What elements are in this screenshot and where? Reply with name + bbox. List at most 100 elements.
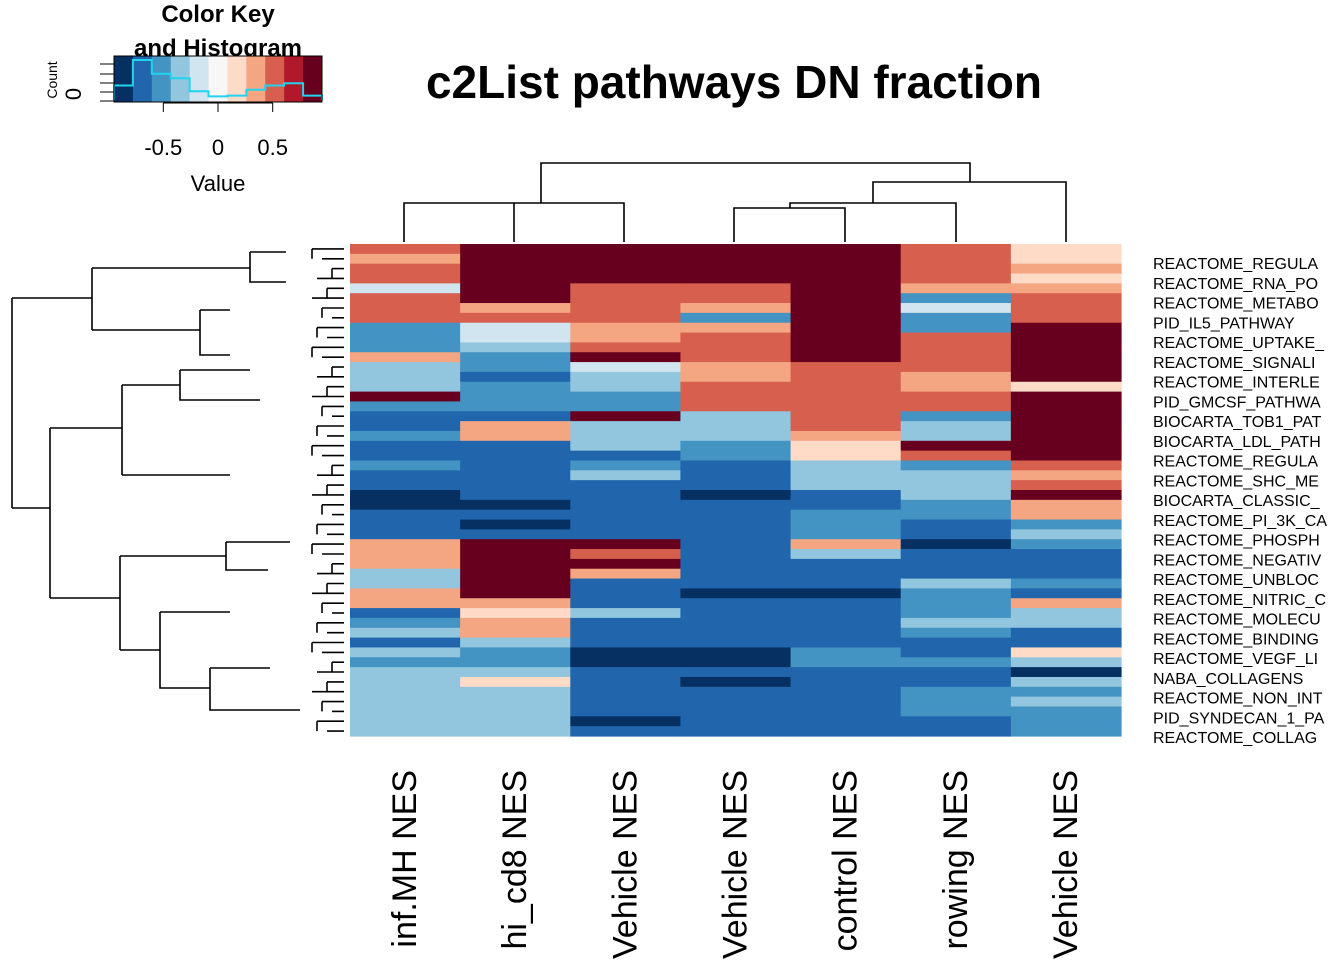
heatmap-cell <box>790 608 902 619</box>
heatmap-cell <box>350 588 461 599</box>
heatmap-cell <box>680 539 792 550</box>
row-label: PID_SYNDECAN_1_PA <box>1153 710 1325 727</box>
heatmap-cell <box>350 352 461 363</box>
heatmap-cell <box>350 499 461 511</box>
heatmap-cell <box>570 352 682 363</box>
heatmap-cell <box>460 371 571 383</box>
heatmap-cell <box>680 627 792 639</box>
heatmap-cell <box>350 401 461 412</box>
heatmap-cell <box>1010 460 1122 471</box>
heatmap-cell <box>570 401 682 412</box>
heatmap-cell <box>1010 588 1122 599</box>
heatmap-cell <box>900 529 1012 540</box>
heatmap-cell <box>680 253 792 265</box>
heatmap-cell <box>1010 519 1122 530</box>
heatmap-cell <box>1010 244 1122 255</box>
heatmap-cell <box>1010 362 1122 373</box>
row-label: PID_GMCSF_PATHWA <box>1153 394 1321 411</box>
heatmap-cell <box>570 657 682 668</box>
heatmap-cell <box>1010 509 1122 521</box>
column-label: Vehicle NES <box>717 770 755 959</box>
heatmap-cell <box>790 696 902 708</box>
heatmap-cell <box>900 430 1012 442</box>
heatmap-cell <box>570 558 682 570</box>
heatmap-cell <box>1010 578 1122 589</box>
heatmap-cell <box>460 578 571 589</box>
chart-title: c2List pathways DN fraction <box>426 56 1042 108</box>
heatmap-cell <box>790 303 902 314</box>
heatmap-cell <box>680 263 792 275</box>
heatmap-cell <box>460 381 571 393</box>
heatmap-cell <box>460 499 571 511</box>
heatmap-cell <box>790 529 902 540</box>
heatmap-cell <box>460 637 571 649</box>
heatmap-cell <box>790 716 902 727</box>
heatmap-cell <box>460 253 571 265</box>
heatmap-cell <box>1010 312 1122 324</box>
heatmap-cell <box>900 273 1012 284</box>
heatmap-cell <box>350 519 461 530</box>
heatmap-cell <box>460 450 571 462</box>
heatmap-cell <box>350 617 461 629</box>
heatmap-cell <box>1010 539 1122 550</box>
heatmap-cell <box>350 342 461 353</box>
heatmap-cell <box>900 549 1012 560</box>
heatmap-cell <box>570 480 682 491</box>
heatmap-cell <box>460 696 571 708</box>
heatmap-cell <box>900 676 1012 688</box>
heatmap-cell <box>900 558 1012 570</box>
heatmap-cell <box>460 706 571 717</box>
heatmap-cell <box>680 283 792 294</box>
row-dendrogram <box>11 248 344 732</box>
heatmap-cell <box>460 509 571 521</box>
row-label: REACTOME_RNA_PO <box>1153 276 1318 293</box>
heatmap-cell <box>350 716 461 727</box>
heatmap-cell <box>790 322 902 334</box>
heatmap-cell <box>570 499 682 511</box>
heatmap-cell <box>680 578 792 589</box>
heatmap-cell <box>460 617 571 629</box>
heatmap-cell <box>790 706 902 717</box>
color-key-bar <box>114 56 323 102</box>
heatmap-cell <box>790 362 902 373</box>
heatmap-cell <box>790 381 902 393</box>
heatmap-cell <box>460 273 571 284</box>
heatmap-cell <box>1010 293 1122 304</box>
color-key-swatch <box>208 56 228 102</box>
heatmap-cell <box>350 263 461 275</box>
heatmap-cell <box>790 657 902 668</box>
heatmap-cell <box>790 430 902 442</box>
heatmap-cell <box>1010 726 1122 737</box>
heatmap-cell <box>350 391 461 403</box>
heatmap-cell <box>1010 332 1122 343</box>
heatmap-cell <box>680 509 792 521</box>
heatmap-cell <box>790 598 902 609</box>
heatmap-cell <box>900 244 1012 255</box>
heatmap-cell <box>570 667 682 678</box>
heatmap-cell <box>790 647 902 658</box>
heatmap-cell <box>680 490 792 501</box>
heatmap-cell <box>680 696 792 708</box>
heatmap-cell <box>680 568 792 580</box>
row-label: REACTOME_SHC_ME <box>1153 473 1319 490</box>
heatmap-cell <box>790 667 902 678</box>
heatmap-cell <box>1010 352 1122 363</box>
heatmap-cell <box>460 352 571 363</box>
heatmap-cell <box>350 706 461 717</box>
heatmap-cell <box>790 617 902 629</box>
heatmap-cell <box>460 519 571 530</box>
column-dendrogram <box>403 162 1067 242</box>
heatmap-cell <box>680 676 792 688</box>
heatmap-cell <box>570 686 682 698</box>
heatmap-cell <box>1010 676 1122 688</box>
color-key-swatch <box>114 56 134 102</box>
heatmap-cell <box>460 657 571 668</box>
heatmap-cell <box>350 490 461 501</box>
color-key-tick-label: -0.5 <box>144 135 182 160</box>
heatmap-cell <box>350 322 461 334</box>
heatmap-cell <box>460 716 571 727</box>
heatmap-cell <box>570 391 682 403</box>
heatmap-cell <box>1010 706 1122 717</box>
heatmap-cell <box>790 499 902 511</box>
